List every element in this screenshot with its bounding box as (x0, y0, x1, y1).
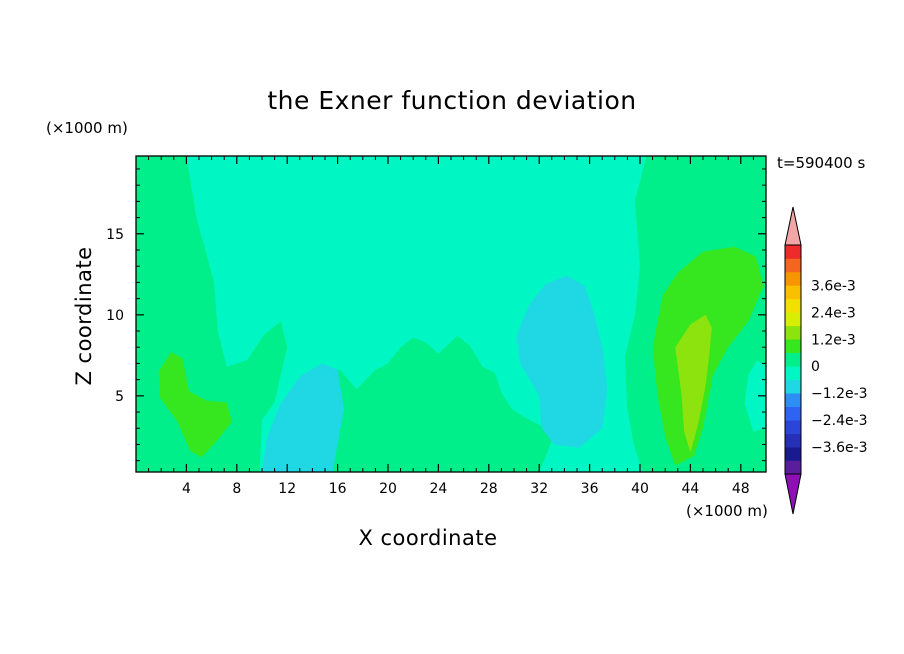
colorbar-segment (785, 258, 801, 273)
colorbar-frame (784, 244, 802, 475)
x-tick-label: 44 (681, 481, 699, 497)
x-tick-label: 28 (480, 481, 498, 497)
x-axis-unit: (×1000 m) (686, 502, 768, 520)
colorbar-segment (785, 271, 801, 286)
colorbar-label: −2.4e-3 (811, 413, 868, 429)
x-tick-label: 40 (631, 481, 649, 497)
colorbar-segment (785, 245, 801, 259)
y-tick-label: 10 (106, 308, 124, 324)
x-tick-label: 12 (278, 481, 296, 497)
colorbar-segment (785, 285, 801, 300)
time-label: t=590400 s (777, 154, 866, 172)
colorbar-segment (785, 366, 801, 381)
contour-region-left-blob (158, 352, 232, 458)
contour-region-right-core (675, 314, 712, 453)
x-tick-label: 24 (429, 481, 447, 497)
colorbar-segment (785, 406, 801, 421)
contour-region-center-band (274, 335, 552, 472)
chart-title: the Exner function deviation (267, 86, 637, 115)
colorbar-label: 2.4e-3 (811, 305, 856, 321)
contour-regions (136, 156, 766, 472)
x-axis-label: X coordinate (358, 526, 498, 550)
colorbar-segment (785, 339, 801, 354)
colorbar-over-arrow (784, 206, 802, 246)
colorbar-label: 0 (811, 359, 820, 375)
y-tick-label: 15 (106, 227, 124, 243)
x-tick-label: 48 (732, 481, 750, 497)
x-tick-label: 20 (379, 481, 397, 497)
colorbar-segment (785, 433, 801, 448)
y-axis-unit: (×1000 m) (46, 119, 128, 137)
colorbar-label: −3.6e-3 (811, 440, 868, 456)
colorbar-segment (785, 379, 801, 394)
colorbar-label: −1.2e-3 (811, 386, 868, 402)
x-tick-label: 36 (581, 481, 599, 497)
contour-region-far-right-patch (744, 360, 766, 432)
colorbar-label: 1.2e-3 (811, 332, 856, 348)
colorbar-under-arrow (784, 473, 802, 515)
contour-region-center-left-blob (262, 363, 344, 472)
x-tick-label: 8 (232, 481, 241, 497)
colorbar-segment (785, 460, 801, 475)
colorbar-segment (785, 298, 801, 313)
x-tick-label: 4 (182, 481, 191, 497)
colorbar-segment (785, 447, 801, 461)
colorbar-segment (785, 325, 801, 340)
x-tick-label: 32 (530, 481, 548, 497)
colorbar-label: 3.6e-3 (811, 278, 856, 294)
y-tick-label: 5 (115, 389, 124, 405)
colorbar-segment (785, 312, 801, 327)
colorbar-segment (785, 352, 801, 367)
colorbar-segment (785, 393, 801, 407)
colorbar-segment (785, 420, 801, 434)
x-tick-label: 16 (329, 481, 347, 497)
contour-region-center-right-blob (516, 275, 608, 448)
